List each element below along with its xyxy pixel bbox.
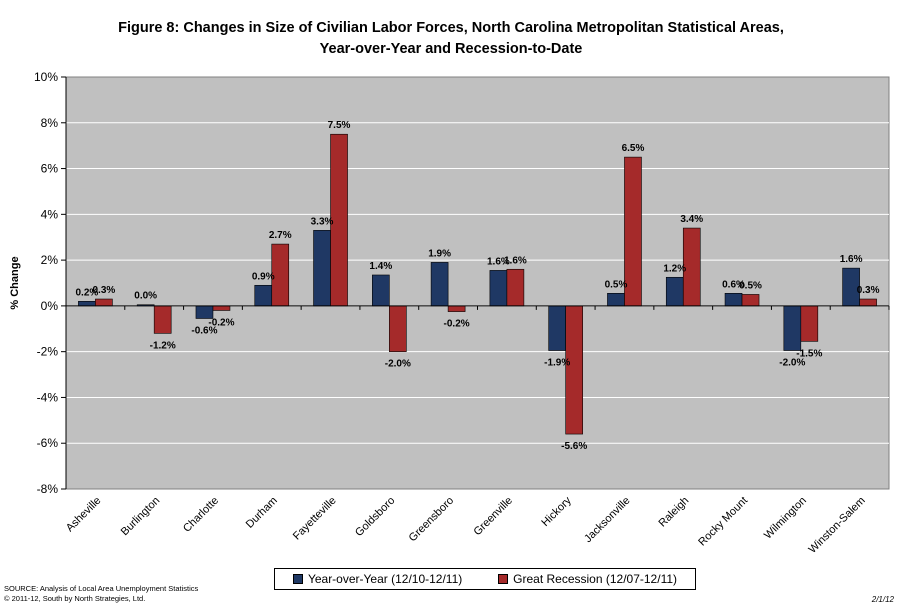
legend-swatch-recession	[498, 574, 509, 584]
x-tick-label: Charlotte	[181, 495, 221, 535]
y-tick-label: -4%	[37, 390, 59, 404]
bar-recession	[153, 305, 172, 334]
x-tick-label: Asheville	[64, 495, 104, 535]
bar-yoy	[724, 292, 743, 307]
data-label-yoy: 1.6%	[487, 256, 510, 267]
bar-yoy	[254, 284, 273, 307]
chart-title-line-2: Year-over-Year and Recession-to-Date	[319, 41, 583, 57]
data-label-recession: 3.4%	[680, 214, 703, 225]
data-label-recession: 6.5%	[622, 143, 645, 154]
y-tick-label: -2%	[37, 345, 59, 359]
bar-recession	[800, 305, 819, 342]
data-label-recession: -1.5%	[796, 348, 822, 359]
legend-item-recession: Great Recession (12/07-12/11)	[498, 572, 677, 586]
data-label-yoy: 0.0%	[134, 291, 157, 302]
data-label-yoy: -0.6%	[191, 325, 217, 336]
bar-yoy	[430, 262, 449, 307]
y-axis-label: % Change	[9, 256, 21, 309]
x-tick-label: Greensboro	[407, 495, 457, 545]
y-tick-label: 4%	[41, 207, 59, 221]
bar-recession	[741, 294, 760, 307]
x-tick-label: Winston-Salem	[807, 495, 868, 556]
legend-item-yoy: Year-over-Year (12/10-12/11)	[292, 572, 463, 586]
data-label-yoy: 1.6%	[840, 254, 863, 265]
data-label-recession: 2.7%	[269, 230, 292, 241]
legend: Year-over-Year (12/10-12/11) Great Reces…	[274, 568, 696, 590]
x-tick-label: Burlington	[119, 495, 163, 539]
data-label-recession: -1.2%	[150, 340, 176, 351]
x-tick-label: Goldsboro	[353, 495, 397, 539]
y-tick-label: 0%	[41, 299, 59, 313]
bar-yoy	[548, 305, 566, 351]
data-label-yoy: 0.2%	[75, 287, 98, 298]
x-tick-label: Hickory	[539, 494, 574, 529]
bar-recession	[447, 305, 466, 312]
bar-recession	[859, 298, 877, 307]
gridlines	[66, 122, 889, 444]
date-stamp: 2/1/12	[871, 595, 894, 604]
data-label-yoy: 0.9%	[252, 271, 275, 282]
x-tick-label: Jacksonville	[582, 495, 632, 545]
bar-yoy	[665, 276, 684, 307]
legend-swatch-yoy	[292, 574, 303, 584]
y-tick-label: -6%	[37, 436, 59, 450]
bar-yoy	[783, 305, 802, 351]
x-tick-label: Durham	[244, 495, 280, 531]
data-label-recession: -2.0%	[385, 359, 411, 370]
bar-recession	[389, 305, 407, 352]
x-tick-label: Greenville	[472, 495, 516, 539]
bar-recession	[565, 305, 583, 435]
data-label-recession: -0.2%	[208, 317, 234, 328]
data-label-yoy: 3.3%	[311, 216, 334, 227]
source-note: SOURCE: Analysis of Local Area Unemploym…	[4, 584, 198, 604]
x-tick-label: Wilmington	[762, 495, 809, 542]
chart-title-line-1: Figure 8: Changes in Size of Civilian La…	[118, 20, 784, 36]
data-labels: 0.2% 0.0% -0.6% 0.9% 3.3% 1.4% 1.9% 1.6% -1.9% 0.…	[75, 120, 879, 452]
y-axis: -8% -6% -4% -2% 0% 2% 4% 6% 8% 10%	[34, 70, 67, 496]
bar-yoy	[372, 274, 390, 307]
bar-yoy	[78, 301, 96, 307]
legend-label-recession: Great Recession (12/07-12/11)	[513, 572, 678, 586]
source-line-2: © 2011-12, South by North Strategies, Lt…	[4, 594, 146, 603]
x-tick-label: Raleigh	[657, 495, 692, 530]
data-label-yoy: -2.0%	[779, 358, 805, 369]
x-tick-label: Fayetteville	[291, 495, 339, 543]
chart-title: Figure 8: Changes in Size of Civilian La…	[0, 18, 902, 60]
data-label-yoy: 1.4%	[369, 261, 392, 272]
plot-area	[65, 76, 890, 490]
bar-recession	[212, 305, 231, 311]
y-tick-label: 8%	[41, 116, 59, 130]
bar-yoy	[313, 230, 331, 307]
data-label-recession: 7.5%	[328, 120, 351, 131]
y-tick-label: 6%	[41, 162, 59, 176]
x-tick-label: Rocky Mount	[696, 495, 750, 549]
legend-label-yoy: Year-over-Year (12/10-12/11)	[307, 572, 463, 586]
y-tick-label: 10%	[34, 70, 58, 84]
data-label-yoy: 0.6%	[722, 279, 745, 290]
data-label-yoy: -1.9%	[544, 358, 570, 369]
data-label-recession: -0.2%	[444, 319, 470, 330]
bars	[78, 133, 877, 435]
data-label-yoy: 0.5%	[605, 279, 628, 290]
data-label-recession: 0.3%	[92, 285, 115, 296]
bar-yoy	[489, 270, 508, 307]
y-tick-label: -8%	[37, 482, 59, 496]
data-label-yoy: 1.9%	[428, 248, 451, 259]
data-label-recession: 0.5%	[739, 280, 762, 291]
bar-recession	[506, 268, 525, 307]
data-label-recession: 1.6%	[504, 255, 527, 266]
y-tick-label: 2%	[41, 253, 59, 267]
data-label-yoy: 1.2%	[663, 263, 686, 274]
bar-yoy	[607, 292, 625, 307]
data-label-recession: 0.3%	[857, 285, 880, 296]
bar-recession	[95, 298, 113, 307]
data-label-recession: -5.6%	[561, 441, 587, 452]
source-line-1: SOURCE: Analysis of Local Area Unemploym…	[4, 584, 199, 593]
